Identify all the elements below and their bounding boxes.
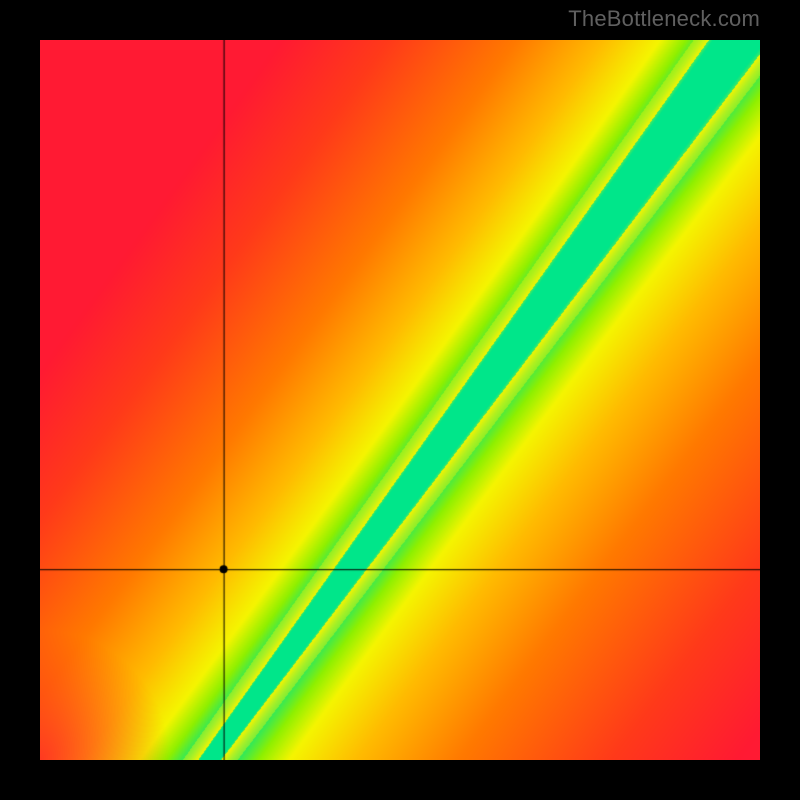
chart-container: TheBottleneck.com <box>0 0 800 800</box>
heatmap-canvas <box>40 40 760 760</box>
heatmap-plot <box>40 40 760 760</box>
watermark-text: TheBottleneck.com <box>568 6 760 32</box>
